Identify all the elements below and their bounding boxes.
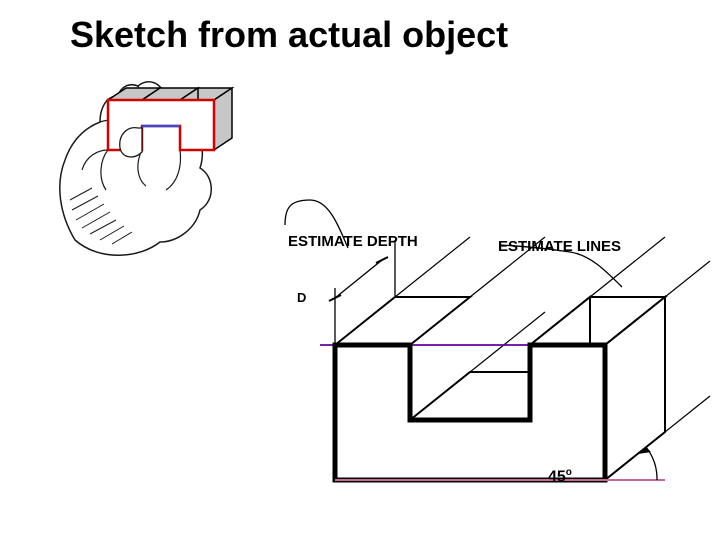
dim-witness [335, 260, 382, 298]
hand-with-block [60, 82, 232, 255]
oblique-top-left [335, 297, 470, 345]
label-D: D [297, 290, 306, 305]
diagram-canvas [0, 0, 720, 540]
label-estimate-depth: ESTIMATE DEPTH [288, 233, 418, 250]
label-angle: 45o [548, 467, 572, 486]
dim-tick-b [376, 257, 388, 263]
label-estimate-lines: ESTIMATE LINES [498, 238, 621, 255]
block-side [214, 88, 232, 150]
angle-suffix: o [566, 467, 572, 478]
angle-value: 45 [548, 468, 566, 485]
